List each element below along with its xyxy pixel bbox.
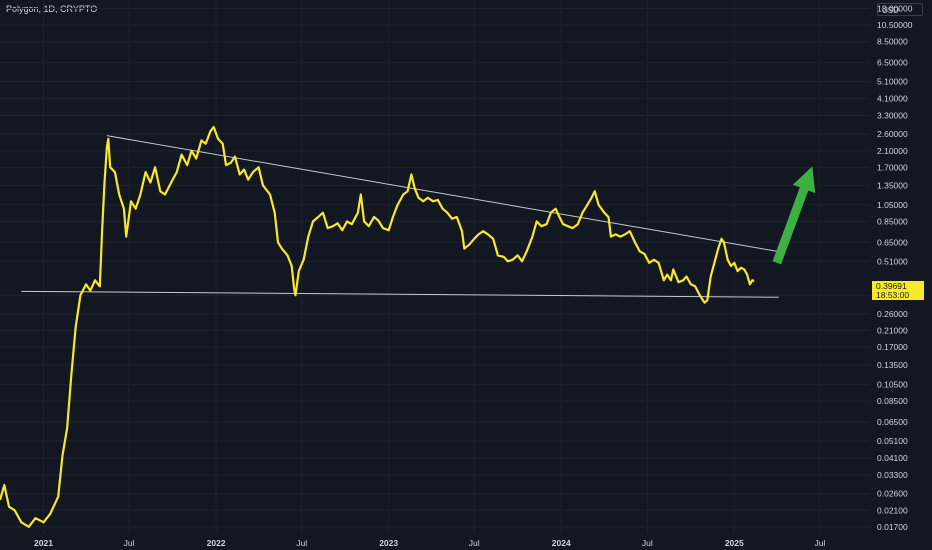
price-tick-label: 13.00000 — [877, 4, 913, 14]
price-tick-label: 0.03300 — [877, 470, 908, 480]
price-tick-label: 3.30000 — [877, 111, 908, 121]
price-tick-label: 0.17000 — [877, 342, 908, 352]
price-series-line — [0, 125, 755, 528]
time-tick-label: Jul — [469, 538, 480, 548]
price-tick-label: 4.10000 — [877, 94, 908, 104]
price-tick-label: 0.01700 — [877, 522, 908, 532]
price-tick-label: 0.06500 — [877, 417, 908, 427]
price-tick-label: 0.02100 — [877, 505, 908, 515]
time-tick-label: Jul — [124, 538, 135, 548]
price-tick-label: 0.05100 — [877, 436, 908, 446]
current-price: 0.39691 — [876, 281, 907, 291]
price-tick-label: 2.60000 — [877, 129, 908, 139]
time-tick-label: Jul — [642, 538, 653, 548]
time-tick-label: Jul — [296, 538, 307, 548]
price-tick-label: 0.65000 — [877, 237, 908, 247]
price-tick-label: 0.10500 — [877, 380, 908, 390]
time-tick-label: 2024 — [552, 538, 571, 548]
currency-button[interactable]: USD — [877, 3, 923, 16]
price-tick-label: 1.70000 — [877, 162, 908, 172]
time-tick-label: 2023 — [379, 538, 398, 548]
price-tick-label: 10.50000 — [877, 20, 913, 30]
price-tick-label: 1.35000 — [877, 180, 908, 190]
price-tick-label: 5.10000 — [877, 77, 908, 87]
price-tick-label: 0.21000 — [877, 326, 908, 336]
price-tick-label: 0.08500 — [877, 396, 908, 406]
trend-lines — [21, 135, 779, 298]
time-tick-label: Jul — [814, 538, 825, 548]
price-tick-label: 0.13500 — [877, 360, 908, 370]
price-axis[interactable]: 13.00000 10.50000 8.50000 6.50000 5.10000 4.1… — [877, 4, 913, 532]
time-tick-label: 2021 — [34, 538, 53, 548]
price-tick-label: 8.50000 — [877, 37, 908, 47]
arrow-up-icon — [772, 166, 816, 265]
trend-line-upper[interactable] — [106, 135, 777, 252]
time-tick-label: 2022 — [207, 538, 226, 548]
price-tick-label: 0.26000 — [877, 309, 908, 319]
price-tick-label: 0.51000 — [877, 256, 908, 266]
time-axis[interactable]: 2021 Jul 2022 Jul 2023 Jul 2024 Jul 2025 Jul — [34, 538, 825, 548]
arrow-shape — [772, 166, 816, 265]
grid-lines — [0, 0, 870, 534]
price-tick-label: 0.02600 — [877, 489, 908, 499]
price-tick-label: 1.05000 — [877, 200, 908, 210]
price-tick-label: 2.10000 — [877, 146, 908, 156]
price-tick-label: 6.50000 — [877, 58, 908, 68]
price-tick-label: 0.85000 — [877, 216, 908, 226]
price-tick-label: 0.04100 — [877, 453, 908, 463]
time-tick-label: 2025 — [725, 538, 744, 548]
trend-line-lower[interactable] — [21, 290, 779, 298]
current-price-tag: 0.39691 18:53:00 — [872, 281, 924, 300]
candle-countdown: 18:53:00 — [876, 290, 910, 300]
